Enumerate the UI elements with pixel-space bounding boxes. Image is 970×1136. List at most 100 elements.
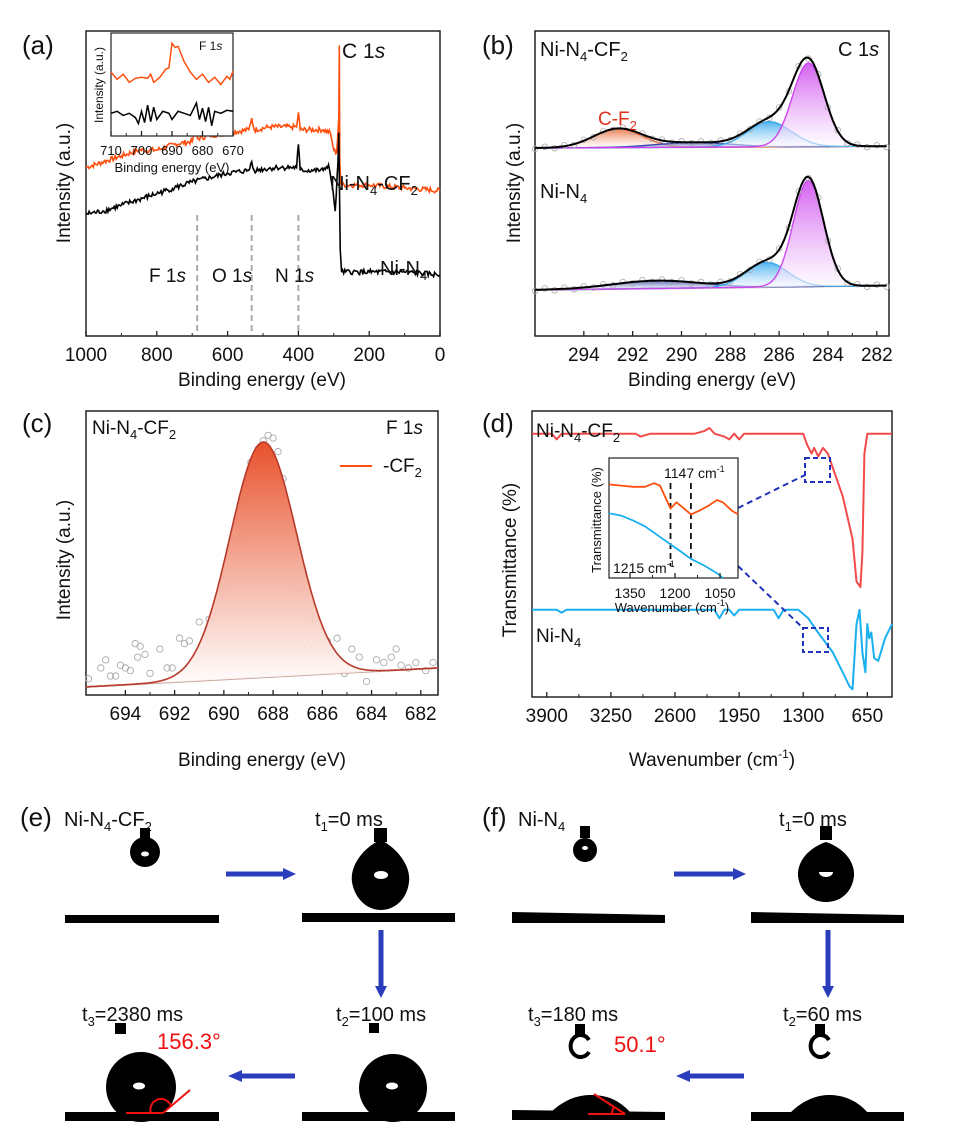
x-axis-d-tick-label: 650: [851, 706, 883, 727]
sample-label-e: Ni-N4-CF2: [64, 809, 152, 834]
peak-area: [535, 280, 889, 290]
contact-tangent: [593, 1093, 626, 1115]
arrow-head: [375, 986, 387, 998]
x-axis-d-tick-label: 3250: [590, 706, 632, 727]
wetting-sequence-e: Ni-N4-CF2 t1=0 ms t2=100 ms: [64, 809, 455, 1122]
chart-c: 694 692 690 688 686 684 682 Binding energy (eV…: [54, 410, 439, 771]
data-point: [362, 677, 371, 686]
x-axis-c-tick-label: 690: [208, 704, 240, 725]
droplet-highlight: [819, 872, 833, 877]
data-point: [372, 656, 381, 664]
series-label-ni-n4-d: Ni-N4: [536, 626, 581, 650]
inset-x-axis-a-tick-label: 700: [131, 143, 153, 158]
x-axis-d-tick-label: 1300: [782, 706, 824, 727]
needle-icon: [820, 826, 832, 840]
data-point: [873, 281, 880, 288]
data-point: [156, 645, 164, 653]
pendant-drop: [568, 1033, 591, 1059]
x-axis-b-tick-label: 290: [666, 345, 698, 366]
inset-x-axis-d-tick-label: 1200: [659, 585, 690, 601]
sample-label-ni-n4-cf2-b: Ni-N4-CF2: [540, 39, 628, 64]
data-point: [126, 667, 134, 675]
droplet: [790, 1095, 868, 1113]
time-label-t2-f: t2=60 ms: [783, 1004, 862, 1029]
substrate: [512, 912, 665, 923]
inset-annotation-1215: 1215 cm-1: [613, 559, 675, 576]
arrow-head: [822, 986, 834, 998]
x-axis-c-tick-label: 682: [405, 704, 437, 725]
annotation-o1s: O 1s: [212, 266, 253, 287]
data-point: [264, 431, 272, 439]
annotation-c1s: C 1s: [342, 40, 386, 63]
data-point: [775, 245, 783, 252]
inset-x-axis-label-a: Binding energy (eV): [115, 160, 230, 175]
zoom-connector-bottom: [737, 565, 804, 629]
droplet-highlight: [582, 846, 588, 850]
data-point: [106, 672, 115, 680]
plot-frame-d: [531, 410, 893, 698]
inset-x-axis-label-d: Wavenumber (cm-1): [615, 598, 729, 615]
inset-x-axis-a-tick-label: 670: [222, 143, 244, 158]
zoom-connector-top: [737, 474, 806, 509]
needle-icon: [815, 1024, 825, 1036]
x-axis-c-tick-label: 684: [356, 704, 388, 725]
substrate: [751, 912, 904, 923]
data-point: [380, 658, 388, 667]
angle-arc: [610, 1106, 615, 1115]
peak-label-cf2: C-F2: [598, 109, 637, 133]
data-point: [355, 653, 363, 661]
inset-series-line-ni-n4-cf2: [608, 482, 739, 516]
needle-icon: [140, 828, 150, 840]
y-axis-label-c: Intensity (a.u.): [54, 500, 75, 620]
annotation-n1s: N 1s: [275, 266, 315, 287]
peak-area-cf2: [86, 442, 438, 687]
data-point: [404, 664, 413, 672]
contact-angle-e: 156.3°: [157, 1029, 221, 1054]
droplet-highlight: [386, 1082, 398, 1090]
data-point: [422, 667, 430, 675]
needle-icon: [369, 1023, 379, 1033]
envelope-fit: [535, 56, 887, 149]
panel-label-f: (f): [482, 802, 507, 832]
pendant-drop: [808, 1033, 831, 1059]
y-axis-label-b: Intensity (a.u.): [504, 123, 525, 243]
droplet-frame-t3-e: [65, 1023, 219, 1122]
data-point: [707, 281, 714, 288]
contact-angle-f: 50.1°: [614, 1032, 666, 1057]
inset-annotation-1147: 1147 cm-1: [664, 464, 725, 481]
arrow-head: [283, 868, 296, 880]
data-point: [541, 285, 548, 292]
envelope-fit: [535, 175, 887, 291]
droplet-frame-t2-f: [751, 1024, 904, 1121]
zoom-box-cf2: [804, 457, 831, 483]
droplet-highlight: [141, 851, 149, 857]
x-axis-c-tick-label: 692: [159, 704, 191, 725]
x-axis-d-tick-label: 2600: [654, 706, 696, 727]
data-point: [84, 675, 93, 683]
x-axis-b-tick-label: 284: [812, 345, 844, 366]
sample-label-f: Ni-N4: [518, 809, 565, 834]
chart-d: 3900 3250 2600 1950 1300 650 Wavenumber (cm-1…: [500, 410, 893, 771]
x-axis-a-tick-label: 200: [353, 345, 385, 366]
time-label-t1-f: t1=0 ms: [779, 809, 847, 834]
y-axis-label-a: Intensity (a.u.): [54, 123, 75, 243]
panel-label-d: (d): [482, 408, 514, 438]
data-point: [333, 634, 341, 642]
arrow-head: [676, 1070, 690, 1082]
chart-title-b: C 1s: [838, 39, 879, 61]
data-point: [269, 434, 277, 442]
data-point: [168, 664, 176, 672]
data-point: [648, 278, 656, 286]
arrow-head: [733, 868, 746, 880]
peak-fit-cf2: [85, 441, 438, 688]
data-point: [348, 645, 356, 653]
legend-label-cf2: -CF2: [383, 456, 422, 480]
data-point: [175, 634, 184, 642]
inset-title-a: F 1s: [199, 39, 222, 53]
substrate: [65, 1112, 219, 1121]
x-axis-label-c: Binding energy (eV): [178, 750, 346, 771]
data-point: [180, 639, 189, 648]
data-point: [775, 104, 783, 111]
data-point: [146, 669, 154, 678]
